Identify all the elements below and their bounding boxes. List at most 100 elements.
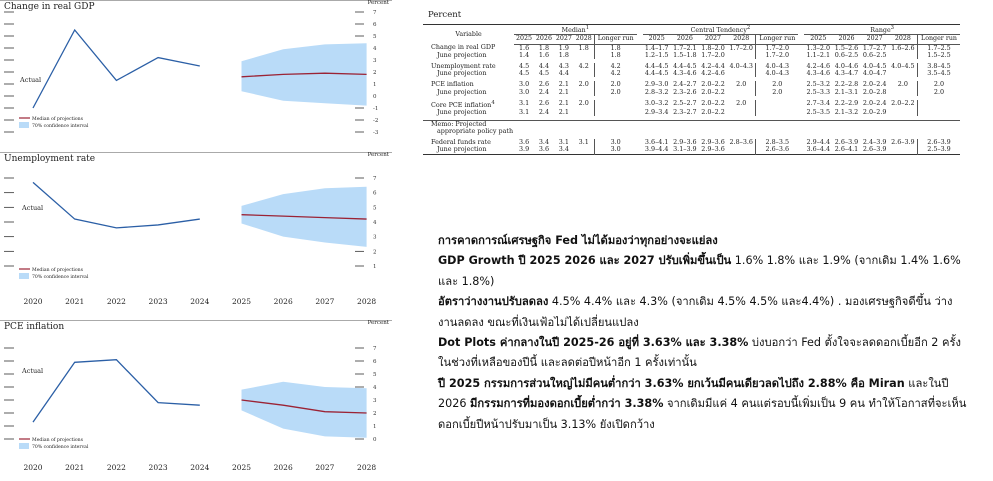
unemployment-tick-label: 2 [373,249,377,255]
table-cell: 2.8–3.2 [644,87,669,96]
table-cell: 2.3–2.6 [673,87,697,96]
column-header: Longer run [755,34,799,45]
table-cell [756,109,798,116]
pce-tick-label: 1 [373,424,377,430]
pce-tick-label: 0 [373,437,377,443]
table-cell: 2.0–2.4 [862,80,887,89]
x-axis-year-label: 2025 [231,463,252,472]
table-cell: 2.0–2.2 [701,98,725,107]
table-cell: 1.5–2.5 [927,50,951,59]
gdp-tick-label: 1 [373,82,377,88]
table-cell [573,146,595,155]
table-cell: 1.7–2.0 [727,44,757,52]
table-cell [727,70,757,78]
column-header: 2026 [670,34,699,45]
pce-tick-label: 2 [373,411,377,417]
table-cell: 2.0 [727,99,757,110]
table-cell: 2.4–3.9 [862,138,887,147]
table-cell: 3.0 [518,87,530,96]
table-cell: 2.0–2.9 [862,108,887,117]
unemployment-median-line [241,214,367,220]
column-header: 2025 [514,34,534,45]
unemployment-chart-title: Unemployment rate [4,154,96,164]
column-header: 2028 [573,34,595,45]
gdp-tick-label: 7 [373,10,377,16]
commentary-heading: การคาดการณ์เศรษฐกิจ Fed ไม่ได้มองว่าทุกอ… [438,234,718,247]
row-label: Change in real GDP [431,43,496,51]
table-cell: 1.8 [610,50,621,59]
table-cell: 2.0 [727,81,757,89]
gdp-tick-label: 0 [373,94,377,100]
column-header: 2028 [888,34,918,45]
table-cell: 3.6 [538,145,550,154]
table-cell: 1.8 [573,44,595,52]
table-cell: 2.6–3.9 [862,145,887,154]
table-cell: 4.0–4.6 [834,61,859,70]
table-cell: 4.2 [610,69,621,78]
pce-median-line [241,399,367,414]
table-cell [888,51,918,59]
table-cell: 2.9–3.0 [644,80,669,89]
table-cell [727,51,757,59]
table-cell [594,109,636,116]
table-cell: 2.0 [772,80,783,89]
x-axis-year-label: 2022 [106,463,126,472]
table-cell: 3.1–3.9 [673,145,697,154]
column-header: 2027 [860,34,889,45]
row-label: June projection [437,145,487,154]
commentary: การคาดการณ์เศรษฐกิจ Fed ไม่ได้มองว่าทุกอ… [438,231,968,435]
pce-tick-label: 5 [373,372,377,378]
column-header: 2027 [698,34,728,45]
table-cell: 1.5–1.8 [673,50,697,59]
x-axis-year-label: 2023 [148,297,168,306]
commentary-dot-plots: Dot Plots ค่ากลางในปี 2025-26 อยู่ที่ 3.… [438,336,961,370]
table-cell: 4.4 [558,69,569,78]
table-cell: 3.1 [573,138,595,147]
projections-table-wrapper: Percent Variable Median1 Central Tendenc… [423,10,963,155]
table-cell: 4.0–4.3 [765,69,790,78]
table-cell: 4.4–4.5 [673,61,697,70]
table-row: Change in real GDP 1.6 1.8 1.9 1.8 1.8 1.4–1.7… [423,44,960,52]
table-cell: 2.0–2.2 [701,80,725,89]
table-cell: 2.0 [933,87,945,96]
unemployment-legend-median-label: Median of projections [32,267,84,273]
table-cell: 2.5–2.7 [673,98,697,107]
table-cell [727,88,757,96]
central-tendency-group-header: Central Tendency2 [642,24,799,36]
table-cell: 3.0 [518,80,530,89]
table-cell: 3.0 [610,138,621,147]
column-header: 2026 [832,34,861,45]
table-cell: 1.7–2.5 [927,43,951,52]
table-cell: 4.3–4.6 [673,69,697,78]
row-label: June projection [437,69,487,78]
x-axis-year-label: 2024 [190,297,210,306]
table-cell: 4.2–4.4 [701,61,725,70]
table-cell: 4.4 [538,61,550,70]
table-cell: 2.1 [558,87,569,96]
pce-tick-label: 4 [373,385,377,391]
x-axis-year-label: 2020 [23,463,43,472]
table-cell [756,100,798,109]
column-header: 2025 [642,34,671,45]
table-cell: 4.3–4.7 [834,69,859,78]
table-row: June projection 4.5 4.5 4.4 4.2 4.4–4.5 4.3–4.… [423,69,960,78]
x-axis-years-1: 2020 2021 2022 2023 2024 2025 2026 2027 2028 [0,297,392,309]
pce-confidence-band [241,381,367,438]
table-cell: 4.0–4.3 [765,61,790,70]
table-cell: 3.4 [538,138,550,147]
column-header: 2028 [727,34,757,45]
row-label: June projection [437,108,487,117]
table-cell: 4.4–4.5 [644,69,669,78]
table-cell: 2.6–4.1 [834,145,859,154]
x-axis-year-label: 2025 [231,297,252,306]
table-cell: 2.6 [538,80,550,89]
gdp-legend-ci-swatch [19,122,29,128]
table-cell: 2.6–3.9 [927,138,951,147]
unemployment-tick-label: 4 [373,220,377,226]
unemployment-tick-label: 5 [373,205,377,211]
table-cell: 2.5–3.9 [927,145,951,154]
table-cell: 3.0–3.2 [644,98,669,107]
table-cell: 1.6 [518,43,530,52]
table-cell [888,146,918,155]
